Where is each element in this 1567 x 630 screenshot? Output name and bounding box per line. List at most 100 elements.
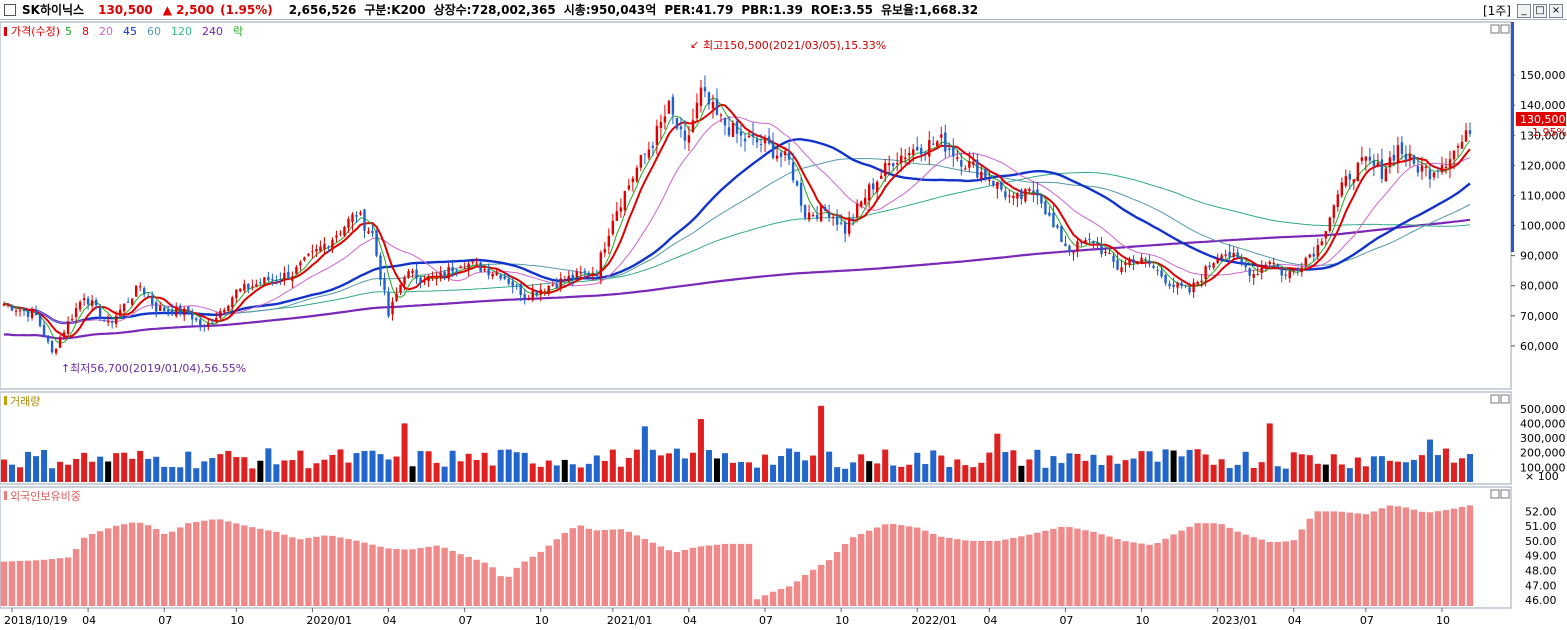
candle (1020, 189, 1023, 200)
candle (1464, 130, 1468, 142)
candle (659, 121, 663, 128)
candle (283, 272, 286, 281)
foreign-ratio-bar (8, 561, 16, 606)
x-axis-label: 2020/01 (306, 614, 352, 627)
candle (687, 135, 691, 143)
candle (199, 319, 202, 327)
foreign-ratio-bar (273, 531, 280, 606)
price-panel[interactable] (0, 21, 1512, 390)
foreign-ratio-bar (1442, 510, 1450, 606)
low-annotation-arrow: ↑ (61, 362, 70, 375)
volume-bar (1466, 454, 1474, 482)
volume-bar (1050, 456, 1057, 482)
candle (984, 168, 987, 179)
foreign-panel-buttons[interactable] (1490, 489, 1510, 499)
foreign-ratio-bar (697, 546, 705, 606)
candle (495, 272, 498, 276)
candle (531, 290, 534, 301)
price-axis-label: 150,000 (1520, 69, 1566, 82)
volume-bar (609, 449, 616, 482)
volume-bar (1210, 464, 1217, 482)
candle (811, 215, 815, 217)
price-panel-buttons[interactable] (1490, 24, 1510, 34)
volume-panel-buttons[interactable] (1490, 394, 1510, 404)
candle (884, 163, 887, 176)
candle (1396, 145, 1400, 164)
candle (1352, 179, 1356, 183)
candle (631, 178, 635, 183)
candle (900, 155, 903, 164)
candle (1320, 241, 1323, 246)
candle (138, 286, 142, 288)
foreign-ratio-bar (954, 539, 961, 606)
select-checkbox[interactable] (4, 3, 16, 16)
volume-bar (1458, 458, 1465, 482)
volume-axis-label: 500,000 (1520, 403, 1566, 416)
candle (803, 205, 807, 218)
candle (391, 301, 394, 315)
candle (1128, 260, 1131, 266)
candle (1072, 252, 1075, 254)
candle (1380, 159, 1384, 180)
candle (879, 175, 883, 179)
candle (960, 160, 963, 167)
candle (591, 273, 595, 276)
foreign-ratio-bar (1346, 512, 1354, 606)
volume-bar (978, 462, 985, 482)
candle (118, 309, 122, 317)
price-axis-label: 70,000 (1520, 310, 1559, 323)
period-selector[interactable]: [1주] (1482, 4, 1511, 18)
volume-bar (73, 458, 80, 482)
candle (623, 190, 627, 211)
foreign-ratio-bar (857, 533, 865, 606)
volume-bar (850, 462, 857, 482)
candle (1368, 156, 1372, 161)
volume-bar (153, 456, 160, 482)
candle (163, 307, 166, 311)
candle (1012, 195, 1015, 199)
candle (1280, 268, 1283, 276)
candle (607, 235, 611, 247)
minimize-button[interactable]: _ (1517, 3, 1531, 18)
volume-bar (25, 451, 32, 482)
foreign-ratio-bar (633, 535, 641, 606)
candle (867, 184, 871, 201)
candle (447, 266, 450, 279)
candle (651, 145, 655, 148)
candle (455, 269, 458, 271)
foreign-ratio-bar (585, 528, 593, 606)
candle (219, 311, 222, 318)
foreign-ratio-bar (1098, 534, 1105, 606)
volume-bar (994, 433, 1001, 482)
volume-bar (1274, 466, 1281, 482)
maximize-button[interactable]: □ (1533, 3, 1547, 18)
volume-title: 거래량 (10, 395, 40, 408)
candle (299, 262, 302, 266)
volume-bar (1314, 463, 1321, 482)
chart-area[interactable]: 60,000 70,000 80,000 90,000 100,000 110,000 12… (0, 20, 1567, 630)
candle (207, 323, 210, 327)
candle (571, 274, 574, 280)
stock-name[interactable]: SK하이닉스 (22, 3, 85, 17)
volume-bar (697, 419, 704, 482)
volume-bar (425, 451, 432, 482)
candle (1024, 188, 1027, 202)
candle (459, 266, 462, 268)
close-button[interactable]: × (1549, 3, 1563, 18)
candle (1364, 156, 1368, 161)
candle (936, 141, 939, 147)
foreign-ratio-bar (265, 530, 272, 606)
volume-bar (962, 465, 969, 482)
foreign-axis-label: 51.00 (1525, 520, 1557, 533)
candle (407, 271, 410, 278)
volume-bar (193, 468, 200, 482)
volume-bar (489, 465, 496, 482)
candle (1088, 238, 1091, 240)
candle (603, 248, 607, 253)
candle (1208, 265, 1211, 268)
volume-bar (754, 467, 761, 482)
candle (1104, 251, 1107, 254)
candle (799, 183, 803, 206)
volume-bar (1074, 453, 1081, 482)
volume-bar (289, 460, 296, 482)
